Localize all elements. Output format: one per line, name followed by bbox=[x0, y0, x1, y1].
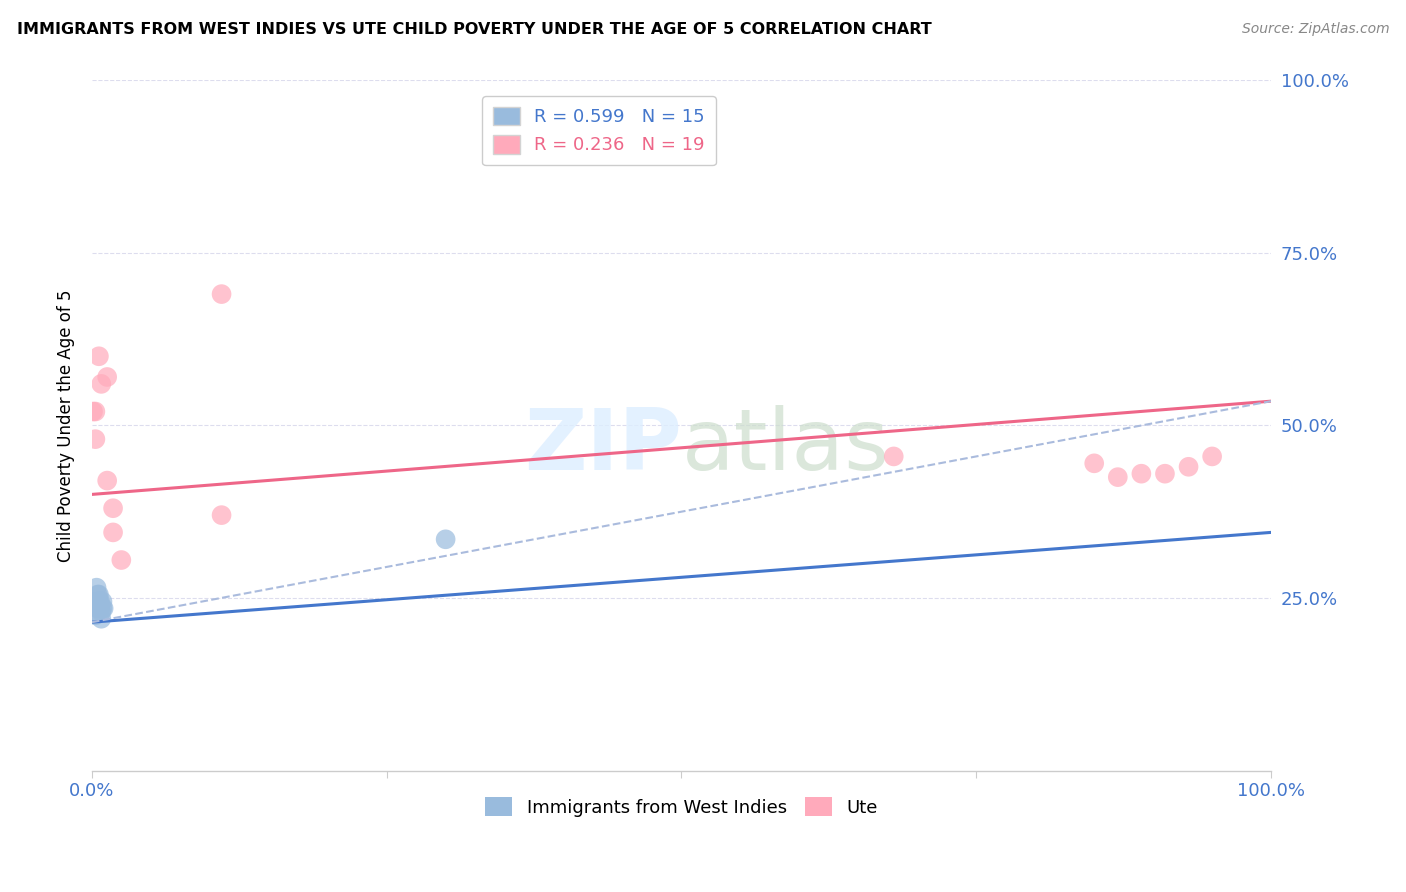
Point bbox=[101, 525, 124, 540]
Y-axis label: Child Poverty Under the Age of 5: Child Poverty Under the Age of 5 bbox=[58, 289, 75, 562]
Point bbox=[883, 450, 905, 464]
Point bbox=[211, 508, 233, 522]
Text: atlas: atlas bbox=[682, 405, 890, 488]
Point bbox=[90, 605, 112, 619]
Point bbox=[91, 594, 114, 608]
Point bbox=[87, 588, 110, 602]
Point bbox=[110, 553, 132, 567]
Point bbox=[90, 376, 112, 391]
Text: Source: ZipAtlas.com: Source: ZipAtlas.com bbox=[1241, 22, 1389, 37]
Point bbox=[89, 594, 111, 608]
Point bbox=[82, 404, 104, 418]
Point bbox=[211, 287, 233, 301]
Point bbox=[91, 601, 114, 615]
Point bbox=[87, 594, 110, 608]
Point bbox=[1177, 459, 1199, 474]
Point bbox=[87, 601, 110, 615]
Legend: Immigrants from West Indies, Ute: Immigrants from West Indies, Ute bbox=[478, 790, 884, 824]
Point bbox=[434, 533, 457, 547]
Point bbox=[86, 594, 108, 608]
Point bbox=[1107, 470, 1129, 484]
Point bbox=[86, 581, 108, 595]
Point bbox=[1154, 467, 1177, 481]
Point bbox=[87, 349, 110, 363]
Text: ZIP: ZIP bbox=[523, 405, 682, 488]
Point bbox=[96, 474, 118, 488]
Point bbox=[89, 601, 111, 615]
Point bbox=[84, 608, 107, 623]
Point bbox=[90, 612, 112, 626]
Point bbox=[84, 404, 107, 418]
Point bbox=[96, 370, 118, 384]
Text: IMMIGRANTS FROM WEST INDIES VS UTE CHILD POVERTY UNDER THE AGE OF 5 CORRELATION : IMMIGRANTS FROM WEST INDIES VS UTE CHILD… bbox=[17, 22, 932, 37]
Point bbox=[87, 588, 110, 602]
Point bbox=[84, 432, 107, 446]
Point bbox=[1130, 467, 1153, 481]
Point bbox=[1083, 456, 1105, 470]
Point bbox=[1201, 450, 1223, 464]
Point bbox=[93, 601, 115, 615]
Point bbox=[101, 501, 124, 516]
